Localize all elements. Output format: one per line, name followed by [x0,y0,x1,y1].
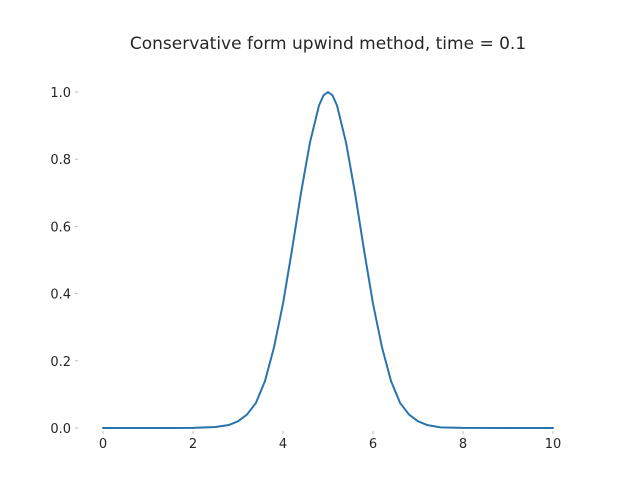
y-tick-label: 0.4 [50,288,71,303]
x-tick-label: 10 [545,437,562,452]
x-tick-label: 0 [99,437,107,452]
x-tick-label: 8 [459,437,467,452]
y-tick-label: 0.8 [50,153,71,168]
x-tick-label: 6 [369,437,377,452]
x-tick-label: 2 [189,437,197,452]
y-tick-label: 0.2 [50,355,71,370]
x-tick-label: 4 [279,437,287,452]
series-line [102,91,554,429]
chart-title: Conservative form upwind method, time = … [130,34,526,54]
x-axis: 0 2 4 6 8 10 [99,431,561,452]
plot-series [102,91,554,429]
y-tick-label: 1.0 [50,86,71,101]
y-axis: 0.0 0.2 0.4 0.6 0.8 1.0 [50,86,78,437]
y-tick-label: 0.6 [50,220,71,235]
y-tick-label: 0.0 [50,422,71,437]
